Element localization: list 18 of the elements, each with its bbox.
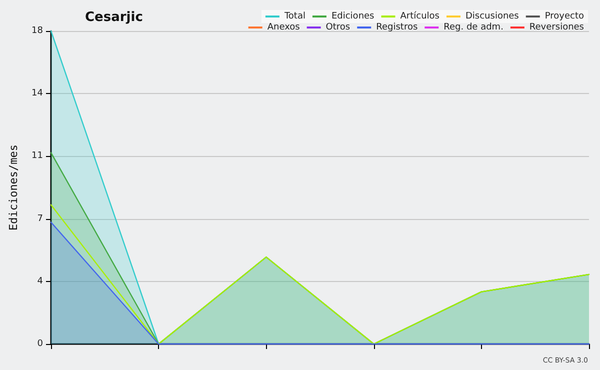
y-tick-label: 4 (37, 276, 44, 286)
y-tick-label: 7 (37, 214, 43, 224)
legend-label: Total (283, 12, 306, 22)
y-tick-label: 18 (32, 26, 44, 36)
legend-label: Artículos (400, 10, 440, 22)
y-axis-title: Ediciones/mes (7, 144, 20, 231)
legend-label: Ediciones (331, 12, 375, 22)
legend-label: Reversiones (529, 22, 584, 32)
legend-label: Proyecto (544, 12, 584, 22)
y-tick-label: 0 (37, 339, 44, 349)
y-tick-label: 11 (32, 151, 43, 162)
legend-label: Otros (326, 22, 350, 32)
legend-label: Reg. de adm. (444, 22, 504, 32)
chart-title: Cesarjic (85, 10, 143, 25)
legend-label: Anexos (267, 22, 300, 32)
y-tick-label: 14 (32, 88, 44, 99)
legend-label: Discusiones (465, 12, 520, 22)
legend-label: Registros (376, 22, 418, 32)
